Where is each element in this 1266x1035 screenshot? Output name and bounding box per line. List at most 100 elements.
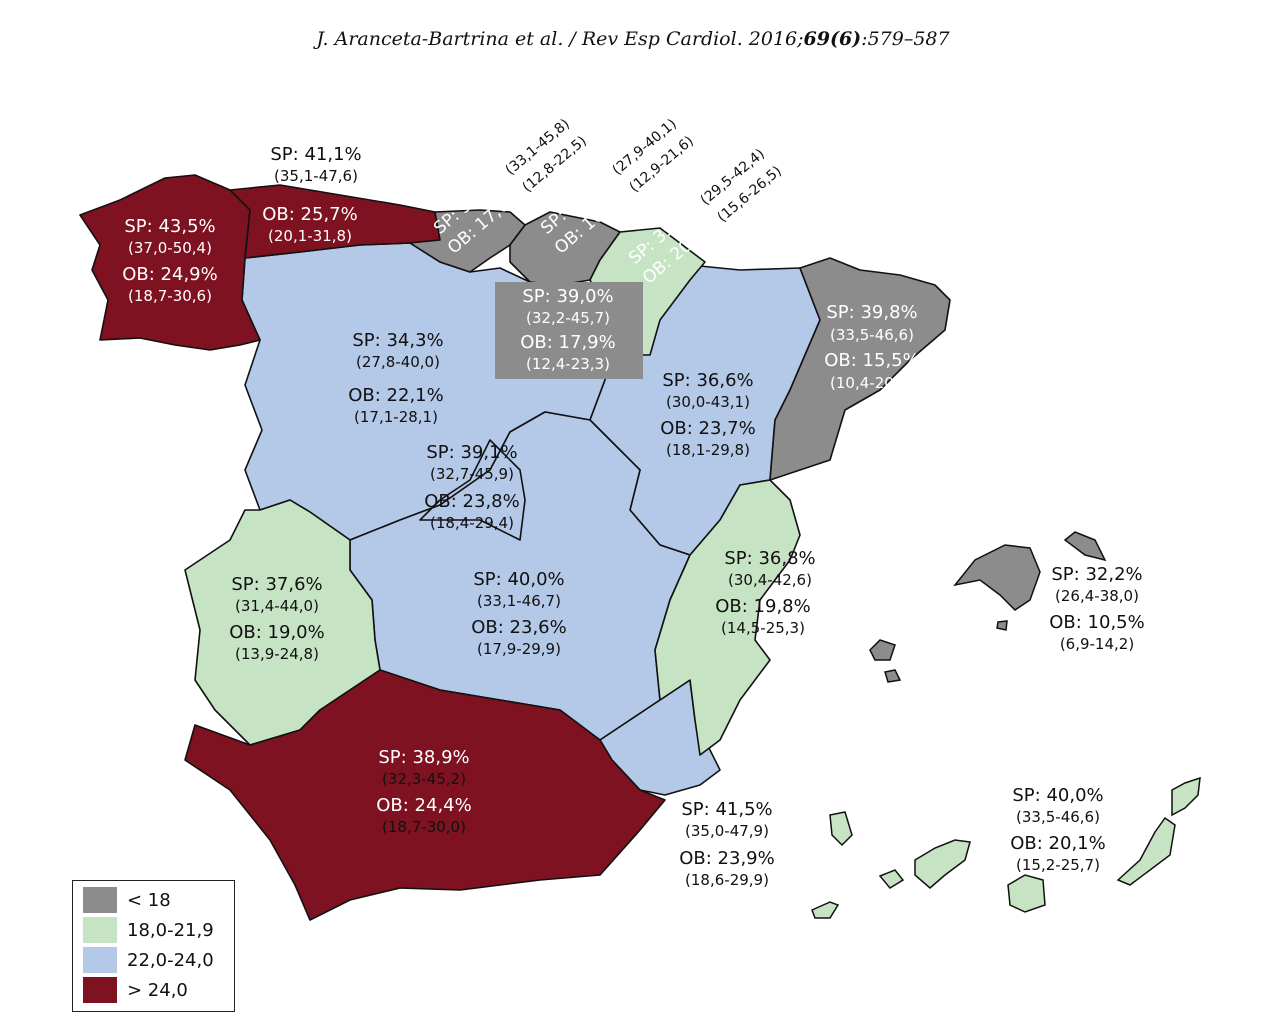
murcia-sp-ci: (35,0-47,9)	[685, 822, 769, 840]
extremadura-ob: OB: 19,0%	[229, 622, 324, 643]
murcia-sp: SP: 41,5%	[681, 799, 772, 820]
galicia-sp-ci: (37,0-50,4)	[128, 239, 212, 257]
citation-header: J. Aranceta-Bartrina et al. / Rev Esp Ca…	[0, 28, 1266, 50]
region-cataluna	[769, 257, 951, 481]
clm-ob-ci: (17,9-29,9)	[477, 640, 561, 658]
legend-swatch-gt24	[83, 977, 117, 1003]
region-canarias-island-3	[878, 869, 905, 889]
andalucia-sp-ci: (32,3-45,2)	[382, 770, 466, 788]
la-rioja-ob: OB: 17,9%	[520, 332, 615, 353]
legend-item-18-21: 18,0-21,9	[83, 917, 214, 943]
label-galicia: SP: 43,5% (37,0-50,4) OB: 24,9% (18,7-30…	[122, 216, 217, 305]
region-canarias-gran-canaria	[1007, 874, 1046, 913]
label-extremadura: SP: 37,6% (31,4-44,0) OB: 19,0% (13,9-24…	[229, 574, 324, 663]
label-murcia: SP: 41,5% (35,0-47,9) OB: 23,9% (18,6-29…	[679, 799, 774, 889]
baleares-sp-ci: (26,4-38,0)	[1055, 587, 1139, 605]
asturias-sp-ci: (35,1-47,6)	[274, 167, 358, 185]
canarias-sp: SP: 40,0%	[1012, 785, 1103, 806]
asturias-sp: SP: 41,1%	[270, 144, 361, 165]
legend-label-gt24: > 24,0	[127, 979, 188, 1001]
region-canarias-island-2	[811, 901, 840, 919]
asturias-ob: OB: 25,7%	[262, 204, 357, 225]
cataluna-sp-ci: (33,5-46,6)	[830, 326, 914, 344]
label-andalucia: SP: 38,9% (32,3-45,2) OB: 24,4% (18,7-30…	[376, 747, 471, 836]
legend-swatch-22-24	[83, 947, 117, 973]
valencia-sp: SP: 36,8%	[724, 548, 815, 569]
galicia-ob-ci: (18,7-30,6)	[128, 287, 212, 305]
clm-sp: SP: 40,0%	[473, 569, 564, 590]
andalucia-ob: OB: 24,4%	[376, 795, 471, 816]
map-legend: < 18 18,0-21,9 22,0-24,0 > 24,0	[72, 880, 235, 1012]
region-baleares-menorca	[1063, 531, 1107, 562]
region-canarias-fuerteventura	[1116, 816, 1176, 886]
canarias-ob-ci: (15,2-25,7)	[1016, 856, 1100, 874]
aragon-sp: SP: 36,6%	[662, 370, 753, 391]
galicia-sp: SP: 43,5%	[124, 216, 215, 237]
galicia-ob: OB: 24,9%	[122, 264, 217, 285]
legend-item-gt24: > 24,0	[83, 977, 188, 1003]
legend-item-22-24: 22,0-24,0	[83, 947, 214, 973]
region-baleares-cabrera	[996, 620, 1008, 631]
la-rioja-ob-ci: (12,4-23,3)	[526, 355, 610, 373]
baleares-ob: OB: 10,5%	[1049, 612, 1144, 633]
la-rioja-sp: SP: 39,0%	[522, 286, 613, 307]
canarias-sp-ci: (33,5-46,6)	[1016, 808, 1100, 826]
label-baleares: SP: 32,2% (26,4-38,0) OB: 10,5% (6,9-14,…	[1049, 564, 1144, 653]
baleares-sp: SP: 32,2%	[1051, 564, 1142, 585]
legend-swatch-lt18	[83, 887, 117, 913]
murcia-ob-ci: (18,6-29,9)	[685, 871, 769, 889]
valencia-sp-ci: (30,4-42,6)	[728, 571, 812, 589]
cataluna-ob-ci: (10,4-20,4)	[830, 374, 914, 392]
legend-swatch-18-21	[83, 917, 117, 943]
cataluna-sp: SP: 39,8%	[826, 302, 917, 323]
region-madrid	[419, 439, 526, 541]
canarias-ob: OB: 20,1%	[1010, 833, 1105, 854]
label-madrid: SP: 39,1% (32,7-45,9) OB: 23,8% (18,4-29…	[424, 442, 519, 532]
label-castilla-leon: SP: 34,3% (27,8-40,0) OB: 22,1% (17,1-28…	[348, 330, 443, 426]
extremadura-sp-ci: (31,4-44,0)	[235, 597, 319, 615]
valencia-ob-ci: (14,5-25,3)	[721, 619, 805, 637]
madrid-sp-ci: (32,7-45,9)	[430, 465, 514, 483]
baleares-ob-ci: (6,9-14,2)	[1060, 635, 1134, 653]
citation-volume: 69(6)	[803, 28, 862, 50]
region-galicia	[79, 174, 261, 351]
region-canarias-lanzarote	[1171, 776, 1201, 817]
region-baleares-mallorca	[953, 544, 1041, 611]
label-canarias: SP: 40,0% (33,5-46,6) OB: 20,1% (15,2-25…	[1010, 785, 1105, 874]
legend-label-22-24: 22,0-24,0	[127, 949, 214, 971]
region-canarias-tenerife	[914, 839, 971, 889]
castilla-leon-sp-ci: (27,8-40,0)	[356, 353, 440, 371]
extremadura-ob-ci: (13,9-24,8)	[235, 645, 319, 663]
citation-pages: :579–587	[861, 28, 950, 50]
legend-label-lt18: < 18	[127, 889, 171, 911]
castilla-leon-sp: SP: 34,3%	[352, 330, 443, 351]
aragon-sp-ci: (30,0-43,1)	[666, 393, 750, 411]
valencia-ob: OB: 19,8%	[715, 596, 810, 617]
label-asturias: SP: 41,1% (35,1-47,6) OB: 25,7% (20,1-31…	[262, 144, 361, 245]
madrid-sp: SP: 39,1%	[426, 442, 517, 463]
legend-item-lt18: < 18	[83, 887, 171, 913]
madrid-ob: OB: 23,8%	[424, 491, 519, 512]
legend-label-18-21: 18,0-21,9	[127, 919, 214, 941]
region-cantabria	[409, 209, 526, 273]
region-valencia	[654, 479, 801, 756]
aragon-ob-ci: (18,1-29,8)	[666, 441, 750, 459]
label-cataluna: SP: 39,8% (33,5-46,6) OB: 15,5% (10,4-20…	[824, 302, 919, 392]
region-baleares-ibiza	[869, 639, 896, 661]
castilla-leon-ob: OB: 22,1%	[348, 385, 443, 406]
extremadura-sp: SP: 37,6%	[231, 574, 322, 595]
andalucia-sp: SP: 38,9%	[378, 747, 469, 768]
asturias-ob-ci: (20,1-31,8)	[268, 227, 352, 245]
region-baleares-formentera	[884, 669, 902, 683]
region-la-rioja-box	[495, 282, 643, 379]
madrid-ob-ci: (18,4-29,4)	[430, 514, 514, 532]
clm-sp-ci: (33,1-46,7)	[477, 592, 561, 610]
clm-ob: OB: 23,6%	[471, 617, 566, 638]
label-la-rioja: SP: 39,0% (32,2-45,7) OB: 17,9% (12,4-23…	[520, 286, 615, 373]
murcia-ob: OB: 23,9%	[679, 848, 774, 869]
cataluna-ob: OB: 15,5%	[824, 350, 919, 371]
la-rioja-sp-ci: (32,2-45,7)	[526, 309, 610, 327]
label-valencia: SP: 36,8% (30,4-42,6) OB: 19,8% (14,5-25…	[715, 548, 815, 637]
label-castilla-la-mancha: SP: 40,0% (33,1-46,7) OB: 23,6% (17,9-29…	[471, 569, 566, 658]
